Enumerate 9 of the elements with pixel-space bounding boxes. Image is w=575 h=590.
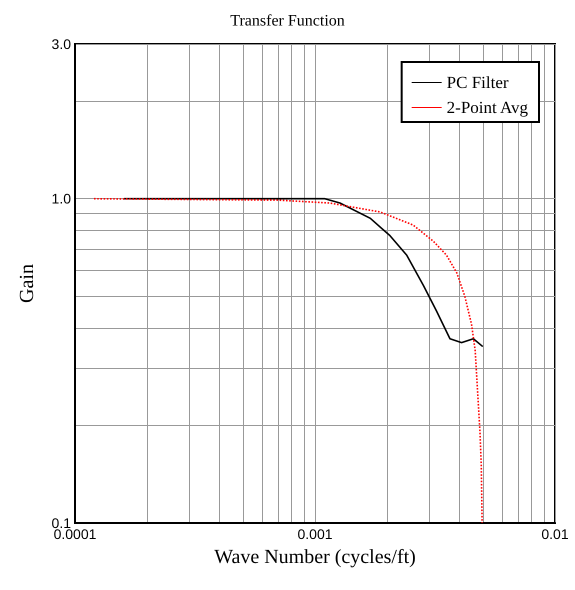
x-axis-title: Wave Number (cycles/ft) xyxy=(214,546,416,568)
y-tick-label: 1.0 xyxy=(52,190,72,207)
x-tick-label: 0.001 xyxy=(297,526,333,542)
y-axis-title: Gain xyxy=(16,264,38,303)
y-tick-label: 3.0 xyxy=(52,36,72,52)
x-tick-label: 0.01 xyxy=(541,526,569,542)
legend-label: PC Filter xyxy=(446,73,509,92)
chart-title: Transfer Function xyxy=(230,12,345,30)
legend-label: 2-Point Avg xyxy=(446,98,529,117)
